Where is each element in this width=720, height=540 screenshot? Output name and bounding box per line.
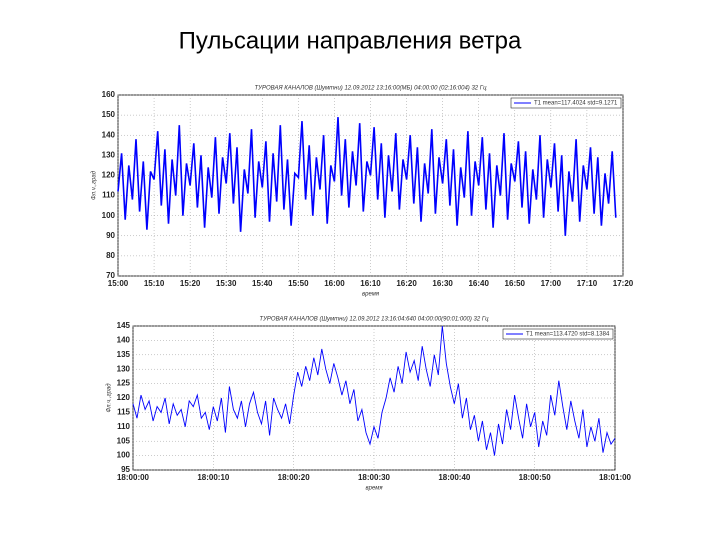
legend-box xyxy=(510,97,622,109)
y-tick-label: 160 xyxy=(102,90,116,99)
y-tick-label: 140 xyxy=(102,130,116,139)
y-tick-label: 145 xyxy=(117,321,131,330)
y-tick-label: 125 xyxy=(117,379,131,388)
x-tick-label: 16:40 xyxy=(468,279,489,288)
x-tick-label: 18:00:20 xyxy=(278,473,311,482)
x-tick-label: 15:00 xyxy=(108,279,129,288)
x-tick-label: 16:50 xyxy=(505,279,526,288)
chart-title: ТУРОВАЯ КАНАЛОВ (Шумтни) 12.09.2012 13:1… xyxy=(254,86,487,92)
y-tick-label: 130 xyxy=(117,364,131,373)
y-axis-label: Фл.ч.,град xyxy=(92,170,98,200)
y-tick-label: 100 xyxy=(117,451,131,460)
x-tick-label: 17:10 xyxy=(577,279,598,288)
y-tick-label: 105 xyxy=(117,436,131,445)
y-tick-label: 100 xyxy=(102,211,116,220)
x-tick-label: 18:00:40 xyxy=(438,473,471,482)
y-tick-label: 150 xyxy=(102,110,116,119)
x-tick-label: 16:20 xyxy=(396,279,417,288)
x-tick-label: 18:00:00 xyxy=(117,473,150,482)
x-axis-label: время xyxy=(365,486,383,492)
y-axis-label: Фл.ч.,град xyxy=(107,383,113,413)
x-tick-label: 16:30 xyxy=(432,279,453,288)
x-tick-label: 17:20 xyxy=(613,279,634,288)
x-tick-label: 16:10 xyxy=(360,279,381,288)
y-tick-label: 95 xyxy=(121,465,130,474)
x-axis-label: время xyxy=(362,292,380,298)
data-line xyxy=(117,117,617,236)
y-tick-label: 70 xyxy=(106,271,115,280)
y-tick-label: 130 xyxy=(102,150,116,159)
y-tick-label: 110 xyxy=(117,422,130,431)
legend-label: T1 mean=113.4720 std=8.1384 xyxy=(526,332,610,338)
x-tick-label: 15:10 xyxy=(144,279,165,288)
y-tick-label: 110 xyxy=(102,191,115,200)
x-tick-label: 17:00 xyxy=(541,279,562,288)
y-tick-label: 120 xyxy=(102,171,116,180)
x-tick-label: 15:40 xyxy=(252,279,273,288)
legend-box xyxy=(502,328,614,340)
y-tick-label: 80 xyxy=(106,251,115,260)
x-tick-label: 15:30 xyxy=(216,279,237,288)
x-tick-label: 15:50 xyxy=(288,279,309,288)
slide-heading: Пульсации направления ветра xyxy=(179,27,522,54)
y-tick-label: 120 xyxy=(117,393,131,402)
y-tick-label: 135 xyxy=(117,350,131,359)
x-tick-label: 18:00:50 xyxy=(519,473,552,482)
x-tick-label: 18:00:30 xyxy=(358,473,391,482)
data-line xyxy=(132,325,616,456)
y-tick-label: 90 xyxy=(106,231,115,240)
y-tick-label: 140 xyxy=(117,336,131,345)
x-tick-label: 16:00 xyxy=(324,279,345,288)
legend-label: T1 mean=117.4024 std=9.1271 xyxy=(534,101,618,107)
x-tick-label: 18:00:10 xyxy=(197,473,230,482)
x-tick-label: 18:01:00 xyxy=(599,473,632,482)
y-tick-label: 115 xyxy=(117,408,130,417)
x-tick-label: 15:20 xyxy=(180,279,201,288)
chart-title: ТУРОВАЯ КАНАЛОВ (Шумтни) 12.09.2012 13:1… xyxy=(259,317,489,323)
